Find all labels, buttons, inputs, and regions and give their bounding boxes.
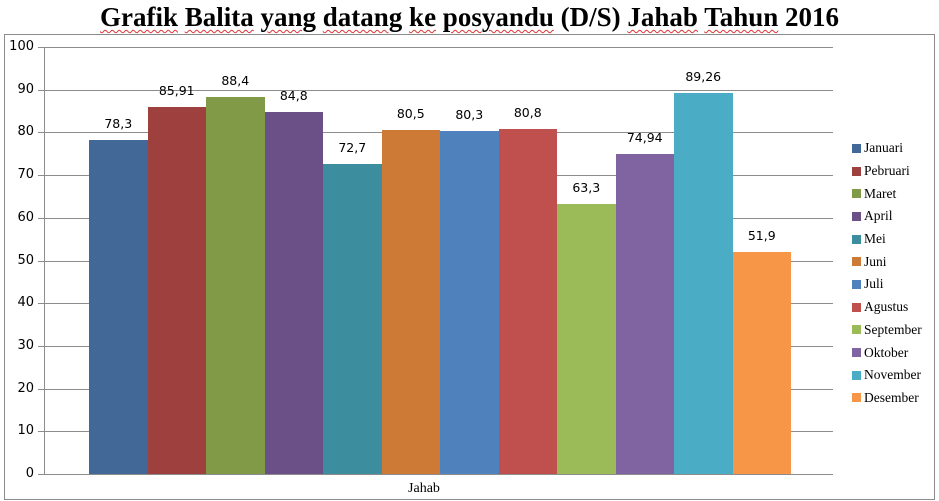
y-tick-label: 90 <box>17 81 34 97</box>
gridline <box>44 89 833 91</box>
y-tick-label: 10 <box>17 423 34 439</box>
y-tick-label: 100 <box>9 39 34 54</box>
bar-maret <box>206 96 265 474</box>
legend-label: September <box>864 321 922 337</box>
y-tick <box>38 388 44 390</box>
legend-label: Desember <box>864 389 919 405</box>
bar-agustus <box>498 128 557 474</box>
legend-item-agustus: Agustus <box>852 296 922 319</box>
legend-item-pebruari: Pebruari <box>852 160 922 183</box>
bar-september <box>557 203 616 474</box>
legend-swatch <box>852 325 861 335</box>
bar-juli <box>440 131 499 474</box>
y-tick <box>38 217 44 219</box>
data-label: 78,3 <box>104 115 133 131</box>
bar-april <box>264 111 323 474</box>
legend-label: April <box>864 208 893 224</box>
legend-item-september: September <box>852 319 922 342</box>
y-tick <box>38 132 44 134</box>
legend-swatch <box>852 189 861 199</box>
chart-title: Grafik Balita yang datang ke posyandu (D… <box>99 2 840 32</box>
legend-label: Januari <box>864 140 903 156</box>
legend-item-november: November <box>852 364 922 387</box>
legend-swatch <box>852 143 861 153</box>
bar-mei <box>323 163 382 474</box>
legend: Januari Pebruari Maret April Mei Juni Juli Agus… <box>852 137 922 409</box>
legend-item-desember: Desember <box>852 387 922 410</box>
legend-label: Pebruari <box>864 163 910 179</box>
data-label: 74,94 <box>626 130 663 145</box>
data-label: 80,8 <box>513 104 542 120</box>
data-label: 63,3 <box>572 179 601 195</box>
data-label: 72,7 <box>338 139 367 155</box>
y-tick <box>38 89 44 91</box>
legend-item-oktober: Oktober <box>852 341 922 364</box>
legend-swatch <box>852 257 861 267</box>
bar-juni <box>381 130 440 474</box>
data-label: 80,3 <box>455 107 484 123</box>
legend-item-april: April <box>852 205 922 228</box>
y-tick <box>38 47 44 48</box>
legend-swatch <box>852 279 861 289</box>
y-tick-label: 60 <box>17 209 34 225</box>
data-label: 80,5 <box>396 106 425 122</box>
y-tick <box>38 474 44 475</box>
y-tick-label: 50 <box>17 252 34 268</box>
data-label: 88,4 <box>221 72 250 88</box>
legend-item-juni: Juni <box>852 250 922 273</box>
legend-label: Agustus <box>864 299 909 315</box>
y-tick-label: 40 <box>17 295 34 311</box>
y-tick-label: 30 <box>17 337 34 353</box>
gridline <box>44 47 833 48</box>
legend-swatch <box>852 166 861 176</box>
y-tick <box>38 260 44 262</box>
legend-swatch <box>852 234 861 244</box>
bar-november <box>674 92 733 474</box>
legend-label: Mei <box>864 231 886 247</box>
data-label: 89,26 <box>685 68 722 84</box>
legend-item-maret: Maret <box>852 182 922 205</box>
legend-swatch <box>852 302 861 312</box>
x-axis-label: Jahab <box>408 481 440 496</box>
legend-swatch <box>852 393 861 403</box>
y-tick-label: 70 <box>17 167 34 183</box>
plot-area: 78,3 85,91 88,4 84,8 72,7 80,5 80,3 80,8 63,3 74,… <box>38 47 833 475</box>
bar-pebruari <box>147 107 206 474</box>
y-axis-line <box>44 47 45 475</box>
y-tick <box>38 345 44 347</box>
legend-label: Juni <box>864 253 887 269</box>
legend-label: Maret <box>864 185 897 201</box>
y-tick-label: 0 <box>25 466 34 481</box>
y-tick-label: 80 <box>17 124 34 140</box>
legend-item-mei: Mei <box>852 228 922 251</box>
y-tick-label: 20 <box>17 380 34 396</box>
bar-oktober <box>615 154 674 474</box>
gridline <box>44 474 833 475</box>
y-tick <box>38 175 44 177</box>
y-tick <box>38 303 44 305</box>
data-label: 51,9 <box>747 228 776 244</box>
chart-frame <box>4 34 935 500</box>
legend-swatch <box>852 211 861 221</box>
data-label: 85,91 <box>158 83 195 99</box>
legend-item-juli: Juli <box>852 273 922 296</box>
data-label: 84,8 <box>279 87 308 103</box>
legend-swatch <box>852 348 861 358</box>
bar-desember <box>732 252 791 474</box>
legend-item-januari: Januari <box>852 137 922 160</box>
y-tick <box>38 431 44 433</box>
legend-swatch <box>852 370 861 380</box>
legend-label: November <box>864 367 921 383</box>
legend-label: Oktober <box>864 344 909 360</box>
bar-januari <box>89 139 148 474</box>
legend-label: Juli <box>864 276 884 292</box>
